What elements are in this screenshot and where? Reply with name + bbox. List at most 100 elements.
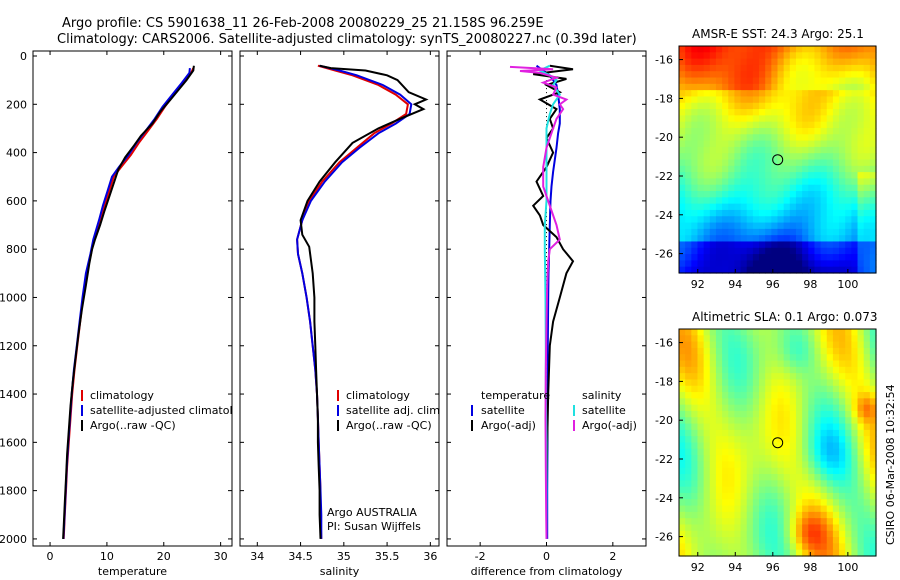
heatmap-cell [734, 146, 742, 154]
heatmap-cell [715, 379, 723, 387]
heatmap-cell [759, 329, 766, 336]
heatmap-cell [869, 423, 877, 431]
heatmap-cell [783, 448, 791, 456]
heatmap-cell [715, 373, 723, 381]
heatmap-cell [863, 379, 871, 387]
heatmap-cell [691, 203, 699, 211]
heatmap-cell [777, 429, 785, 437]
heatmap-cell [709, 228, 717, 236]
heatmap-cell [771, 474, 779, 481]
heatmap-cell [845, 222, 852, 230]
heatmap-cell [728, 172, 736, 180]
heatmap-cell [765, 254, 772, 261]
heatmap-cell [777, 235, 785, 243]
heatmap-cell [703, 436, 711, 444]
heatmap-cell [759, 71, 766, 79]
heatmap-cell [802, 153, 809, 161]
heatmap-cell [795, 429, 803, 437]
heatmap-cell [802, 492, 809, 500]
heatmap-cell [857, 360, 865, 368]
heatmap-cell [789, 467, 797, 475]
heatmap-cell [746, 254, 754, 261]
heatmap-cell [814, 492, 822, 500]
heatmap-cell [826, 90, 834, 98]
heatmap-cell [728, 228, 736, 236]
plot-frame [239, 50, 440, 547]
heatmap-cell [820, 46, 828, 53]
heatmap-cell [814, 537, 822, 544]
heatmap-cell [845, 172, 852, 180]
heatmap-cell [722, 254, 729, 261]
heatmap-cell [863, 121, 871, 129]
heatmap-cell [715, 347, 723, 355]
heatmap-cell [715, 178, 723, 186]
heatmap-cell [857, 191, 865, 198]
heatmap-cell [722, 404, 729, 412]
heatmap-cell [691, 518, 699, 526]
heatmap-cell [857, 347, 865, 355]
heatmap-cell [765, 354, 772, 362]
heatmap-cell [820, 121, 828, 129]
heatmap-cell [752, 505, 760, 513]
heatmap-cell [795, 222, 803, 230]
heatmap-cell [722, 499, 729, 507]
heatmap-cell [709, 436, 717, 444]
heatmap-cell [783, 524, 791, 532]
heatmap-cell [808, 461, 816, 469]
heatmap-cell [685, 385, 692, 393]
heatmap-cell [857, 172, 865, 180]
heatmap-cell [728, 109, 736, 116]
heatmap-cell [863, 373, 871, 381]
heatmap-cell [697, 109, 705, 116]
heatmap-cell [808, 90, 816, 98]
heatmap-cell [685, 102, 692, 110]
heatmap-cell [691, 191, 699, 198]
heatmap-cell [839, 191, 846, 198]
heatmap-cell [857, 530, 865, 538]
heatmap-cell [857, 146, 865, 154]
heatmap-cell [808, 197, 816, 205]
heatmap-cell [765, 260, 772, 268]
heatmap-cell [857, 266, 865, 274]
heatmap-cell [759, 197, 766, 205]
heatmap-cell [839, 71, 846, 79]
heatmap-cell [685, 228, 692, 236]
heatmap-cell [832, 455, 840, 463]
heatmap-cell [839, 360, 846, 368]
heatmap-cell [734, 247, 742, 255]
heatmap-cell [814, 354, 822, 362]
heatmap-cell [789, 127, 797, 135]
heatmap-cell [679, 366, 686, 374]
heatmap-cell [789, 222, 797, 230]
heatmap-cell [802, 360, 809, 368]
heatmap-cell [691, 90, 699, 98]
heatmap-cell [691, 448, 699, 456]
heatmap-cell [839, 228, 846, 236]
heatmap-cell [826, 423, 834, 431]
heatmap-cell [759, 392, 766, 399]
heatmap-cell [697, 121, 705, 129]
heatmap-cell [863, 461, 871, 469]
heatmap-cell [752, 165, 760, 173]
heatmap-cell [765, 178, 772, 186]
heatmap-cell [869, 385, 877, 393]
heatmap-cell [857, 429, 865, 437]
heatmap-cell [709, 115, 717, 123]
heatmap-cell [826, 486, 834, 494]
heatmap-cell [709, 71, 717, 79]
heatmap-cell [869, 455, 877, 463]
heatmap-cell [845, 404, 852, 412]
heatmap-cell [709, 429, 717, 437]
heatmap-cell [740, 347, 748, 355]
heatmap-cell [759, 127, 766, 135]
heatmap-cell [802, 77, 809, 85]
heatmap-cell [771, 385, 779, 393]
heatmap-cell [740, 90, 748, 98]
x-tick-label: 10 [100, 550, 114, 563]
heatmap-cell [826, 127, 834, 135]
heatmap-cell [777, 96, 785, 104]
x-tick-label: 35.5 [375, 550, 400, 563]
heatmap-cell [820, 423, 828, 431]
heatmap-cell [826, 518, 834, 526]
heatmap-cell [863, 335, 871, 343]
